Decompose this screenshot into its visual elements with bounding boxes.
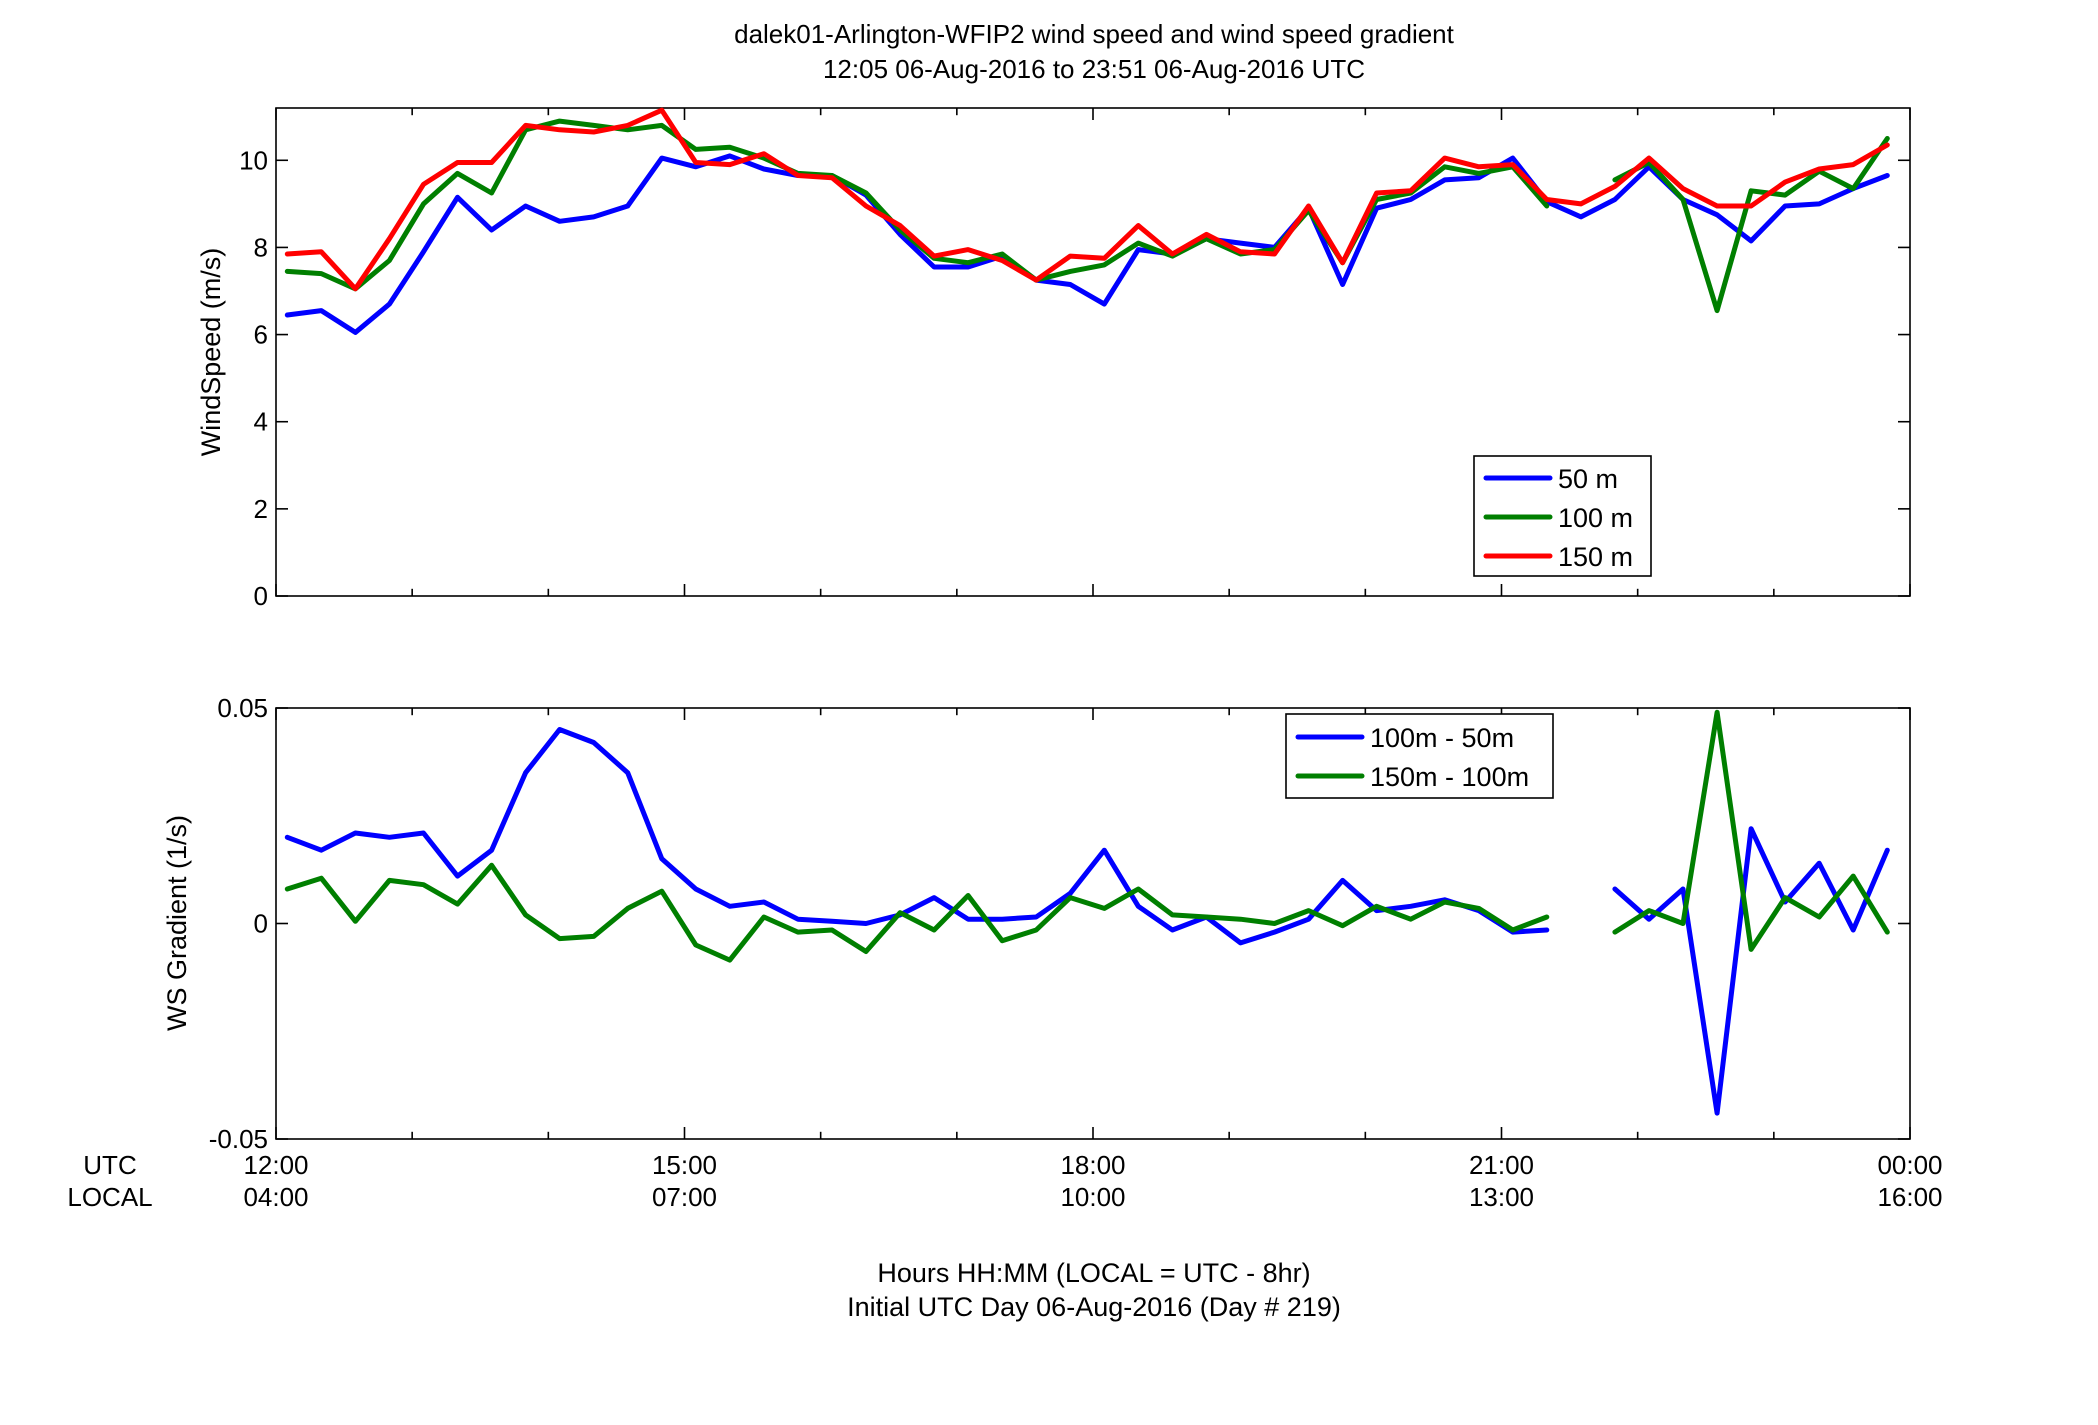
utc-tick-label: 15:00: [652, 1150, 717, 1180]
gradient-ytick-label: 0.05: [217, 693, 268, 723]
windspeed-ytick-label: 6: [254, 320, 268, 350]
legend-label-50m: 50 m: [1558, 464, 1618, 494]
windspeed-legend: 50 m 100 m 150 m: [1473, 455, 1652, 577]
chart-title: dalek01-Arlington-WFIP2 wind speed and w…: [734, 19, 1455, 49]
windspeed-ytick-label: 8: [254, 232, 268, 262]
utc-tick-label: 12:00: [243, 1150, 308, 1180]
utc-tick-label: 21:00: [1469, 1150, 1534, 1180]
windspeed-ticks: 0 2 4 6 8 10: [239, 108, 1911, 611]
local-tick-label: 04:00: [243, 1182, 308, 1212]
local-row-label: LOCAL: [67, 1182, 152, 1212]
legend-label-150m: 150 m: [1558, 542, 1633, 572]
gradient-legend-box: [1285, 713, 1554, 799]
chart-subtitle: 12:05 06-Aug-2016 to 23:51 06-Aug-2016 U…: [823, 54, 1365, 84]
x-axis-subtitle: Initial UTC Day 06-Aug-2016 (Day # 219): [847, 1292, 1341, 1322]
windspeed-ylabel: WindSpeed (m/s): [196, 248, 226, 457]
windspeed-ytick-label: 2: [254, 494, 268, 524]
gradient-series-100m-50m: [284, 727, 1890, 1116]
gradient-panel: -0.05 0 0.05 WS Gradient (1/s) 100m - 50m …: [162, 693, 1911, 1154]
windspeed-ytick-label: 10: [239, 145, 268, 175]
legend-label-100m-50m: 100m - 50m: [1370, 723, 1514, 753]
gradient-legend: 100m - 50m 150m - 100m: [1285, 713, 1554, 799]
windspeed-ytick-label: 0: [254, 581, 268, 611]
utc-tick-label: 00:00: [1877, 1150, 1942, 1180]
legend-label-150m-100m: 150m - 100m: [1370, 762, 1529, 792]
legend-label-100m: 100 m: [1558, 503, 1633, 533]
local-tick-label: 16:00: [1877, 1182, 1942, 1212]
windspeed-series-50-m: [284, 153, 1890, 335]
gradient-ticks: -0.05 0 0.05: [209, 693, 1911, 1154]
x-axis-title: Hours HH:MM (LOCAL = UTC - 8hr): [877, 1258, 1310, 1288]
gradient-series-150m-100m: [284, 709, 1890, 963]
local-tick-label: 07:00: [652, 1182, 717, 1212]
windspeed-series: [284, 107, 1890, 335]
gradient-ytick-label: -0.05: [209, 1124, 268, 1154]
gradient-ylabel: WS Gradient (1/s): [162, 815, 192, 1031]
local-tick-label: 13:00: [1469, 1182, 1534, 1212]
utc-row-label: UTC: [83, 1150, 136, 1180]
windspeed-panel: 0 2 4 6 8 10 WindSpeed (m/s) 50 m 100 m 150 m: [196, 107, 1911, 611]
local-tick-label: 10:00: [1060, 1182, 1125, 1212]
windspeed-ytick-label: 4: [254, 407, 268, 437]
gradient-ytick-label: 0: [254, 909, 268, 939]
gradient-axes-box: [275, 707, 1911, 1140]
utc-tick-label: 18:00: [1060, 1150, 1125, 1180]
gradient-series: [284, 709, 1890, 1116]
windspeed-series-150-m: [284, 107, 1890, 292]
